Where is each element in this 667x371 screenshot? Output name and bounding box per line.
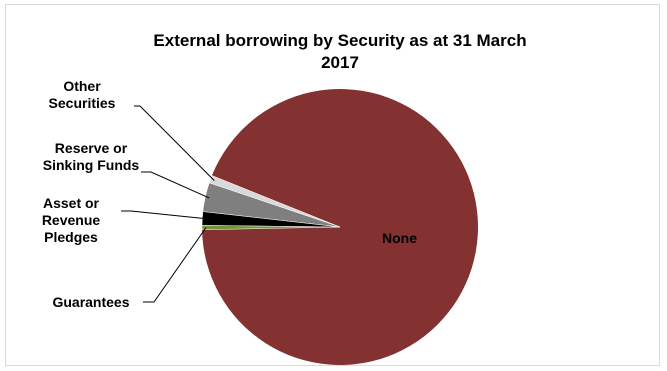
pie-slice-guarantees [201, 225, 341, 231]
slice-label-none: None [382, 230, 417, 246]
slice-label-guarantees: Guarantees [52, 294, 129, 310]
leader-line-other-securities [134, 105, 215, 181]
leader-line-guarantees [143, 227, 207, 303]
leader-line-reserve-or-sinking-funds [141, 171, 210, 199]
chart-title-line-2: 2017 [321, 53, 359, 72]
slice-label-asset-or-revenue-pledges: Asset or Revenue Pledges [42, 195, 101, 245]
slice-label-other-securities: Other Securities [49, 78, 116, 111]
chart-title-line-1: External borrowing by Security as at 31 … [153, 31, 526, 50]
leader-line-asset-or-revenue-pledges [121, 210, 207, 220]
slice-label-reserve-or-sinking-funds: Reserve or Sinking Funds [43, 140, 140, 173]
